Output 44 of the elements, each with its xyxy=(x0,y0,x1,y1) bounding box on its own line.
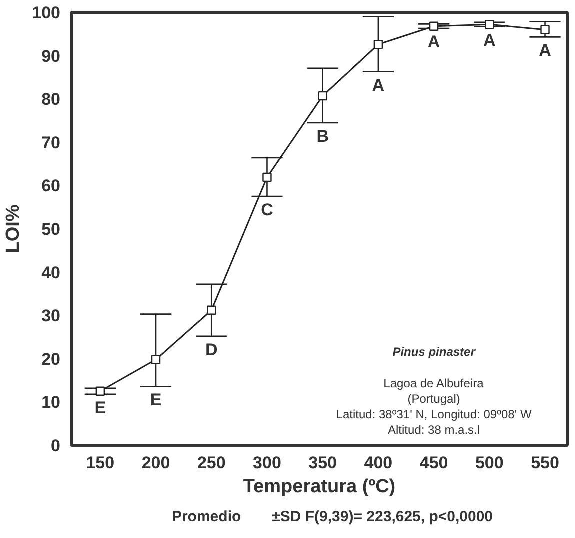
point xyxy=(262,172,272,182)
y-tick-label: 70 xyxy=(42,133,61,152)
x-tick-label: 200 xyxy=(142,454,170,472)
annotation: E xyxy=(150,390,162,410)
y-tick-label: 100 xyxy=(32,4,61,22)
x-tick-label: 400 xyxy=(364,454,393,472)
annotation: B xyxy=(316,126,329,146)
annotation: Pinus pinaster xyxy=(392,344,477,359)
point xyxy=(207,306,216,316)
x-tick-label: 150 xyxy=(86,454,115,472)
annotation: E xyxy=(94,398,106,418)
point xyxy=(540,25,550,34)
y-tick-label: 60 xyxy=(42,176,61,196)
annotation: A xyxy=(428,32,440,52)
annotation: D xyxy=(205,340,218,360)
annotation: A xyxy=(372,76,385,95)
x-axis-title: Temperatura (ºC) xyxy=(243,476,396,498)
y-tick-label: 0 xyxy=(51,436,61,456)
text: Promedio xyxy=(172,508,242,526)
x-tick-label: 550 xyxy=(531,454,560,472)
annotation: Lagoa de Albufeira (Portugal) Latitud: 38º31' N, Longitud: 09º08' W Altitud: 38 m.a.s.l xyxy=(336,376,532,437)
y-tick-label: 10 xyxy=(42,393,61,412)
y-tick-label: 50 xyxy=(42,220,61,239)
x-tick-label: 350 xyxy=(308,454,338,472)
y-tick-label: 80 xyxy=(42,90,61,110)
point xyxy=(151,355,161,364)
y-tick-label: 30 xyxy=(42,306,61,326)
x-tick-label: 500 xyxy=(475,454,504,472)
text: ±SD F(9,39)= 223,625, p<0,0000 xyxy=(272,508,494,526)
point xyxy=(318,91,328,101)
point xyxy=(96,386,106,396)
annotation: C xyxy=(261,200,274,220)
x-tick-label: 450 xyxy=(420,454,448,472)
y-axis-title: LOI% xyxy=(3,204,24,254)
annotation: A xyxy=(539,41,552,60)
point xyxy=(429,22,439,31)
point xyxy=(374,40,384,50)
y-tick-label: 40 xyxy=(42,263,61,282)
x-tick-label: 300 xyxy=(253,454,282,472)
y-tick-label: 90 xyxy=(42,46,61,66)
point xyxy=(485,20,494,30)
y-tick-label: 20 xyxy=(42,350,61,369)
x-tick-label: 250 xyxy=(197,454,226,472)
annotation: A xyxy=(484,30,496,50)
